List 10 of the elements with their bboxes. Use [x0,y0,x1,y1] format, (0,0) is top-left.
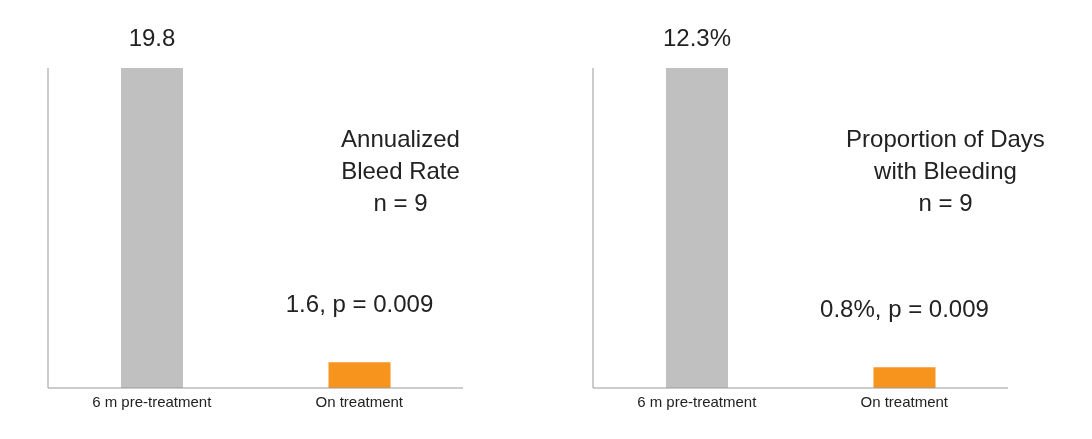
data-label: 12.3% [662,24,732,51]
annotation: Annualized Bleed Rate n = 9 [340,124,461,218]
data-label: 19.8 [128,24,176,51]
x-tick-label: 6 m pre-treatment [637,392,758,410]
x-tick-label: On treatment [860,392,949,410]
x-tick-label: 6 m pre-treatment [92,392,213,410]
x-tick-label: On treatment [315,392,404,410]
data-label: 0.8%, p = 0.009 [820,295,989,323]
annotation: Proportion of Days with Bleeding n = 9 [845,124,1046,218]
data-label: 1.6, p = 0.009 [285,290,434,318]
